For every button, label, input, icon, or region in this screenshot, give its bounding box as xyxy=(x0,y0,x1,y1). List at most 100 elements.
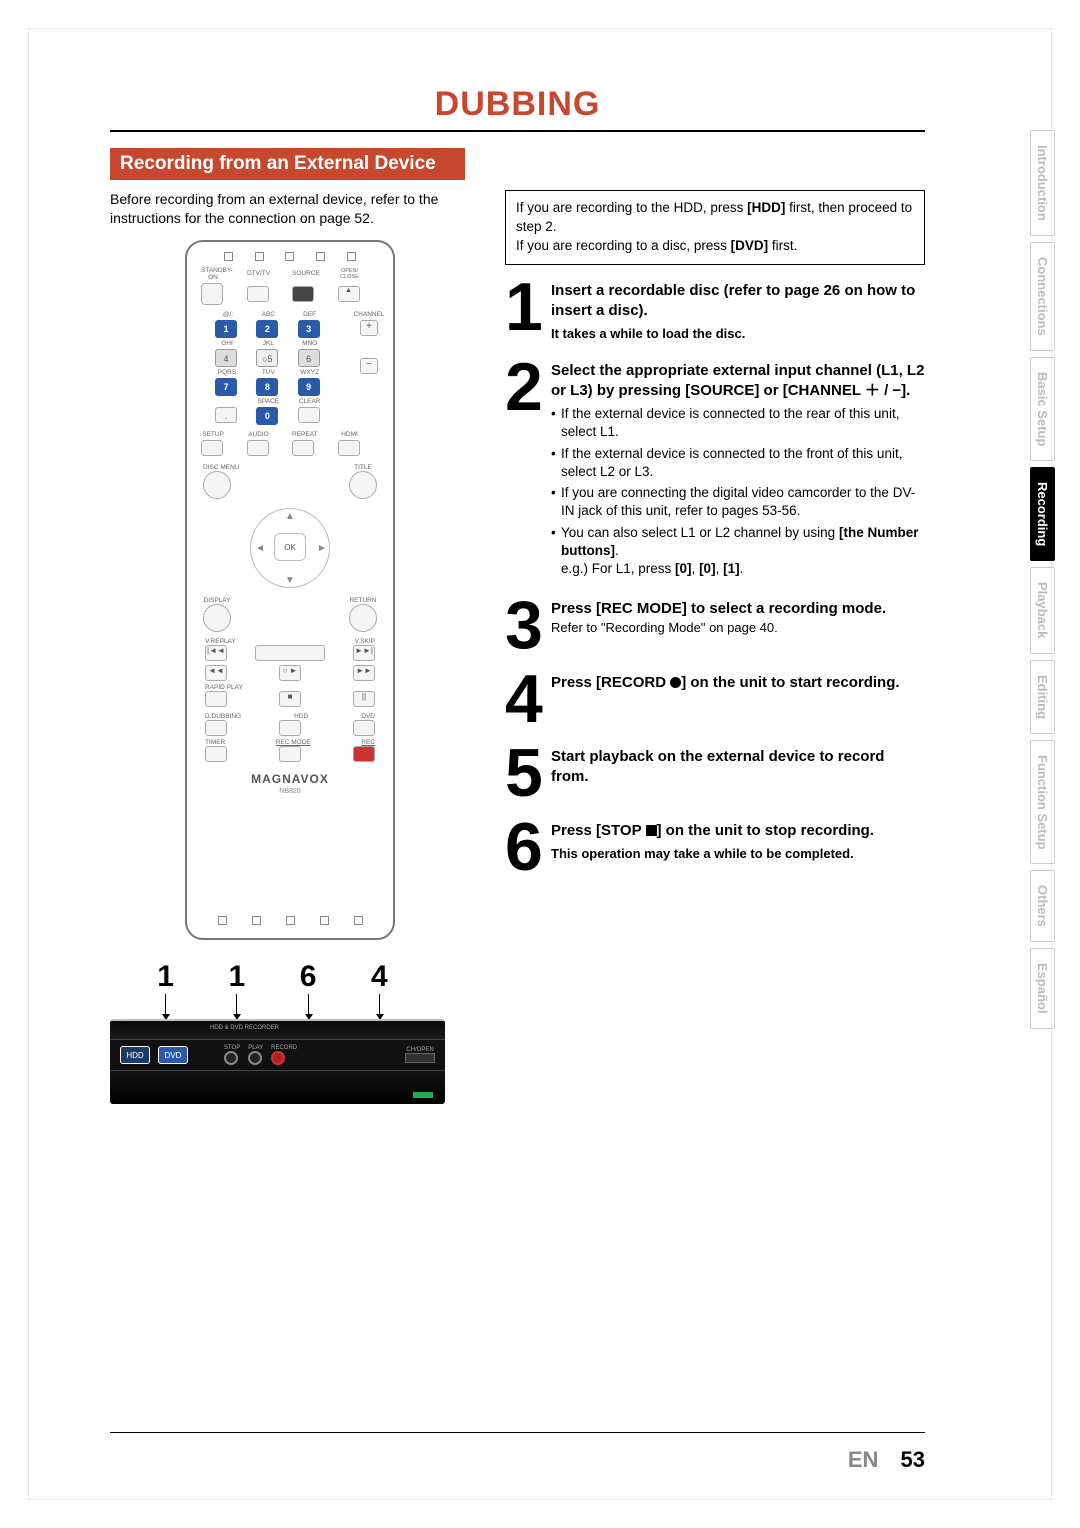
btn-blank xyxy=(255,645,325,661)
step-3: 3 Press [REC MODE] to select a recording… xyxy=(505,597,925,655)
btn-return xyxy=(349,604,377,632)
btn-2: 2 xyxy=(256,320,278,338)
step-head: Press [STOP ] on the unit to stop record… xyxy=(551,821,874,841)
btn-ff: ►► xyxy=(353,665,375,681)
btn-stop: ■ xyxy=(279,691,301,707)
footer-page: 53 xyxy=(901,1447,925,1472)
callout-num: 1 xyxy=(157,960,174,994)
lbl-source: SOURCE xyxy=(292,270,316,277)
btn-5: ○5 xyxy=(256,349,278,367)
btn-pause: || xyxy=(353,691,375,707)
step-sub: It takes a while to load the disc. xyxy=(551,325,925,343)
btn-dot: . xyxy=(215,407,237,423)
lbl-channel: CHANNEL xyxy=(353,311,385,318)
callout-num: 4 xyxy=(371,960,388,994)
btn-discmenu xyxy=(203,471,231,499)
bullet: If you are connecting the digital video … xyxy=(551,484,925,520)
step-head: Start playback on the external device to… xyxy=(551,747,925,788)
btn-prev: |◄◄ xyxy=(205,645,227,661)
btn-title xyxy=(349,471,377,499)
btn-dvd xyxy=(353,720,375,736)
step-number: 6 xyxy=(505,819,551,877)
step-head: Press [REC MODE] to select a recording m… xyxy=(551,599,886,619)
tab-playback: Playback xyxy=(1030,567,1055,653)
note-box: If you are recording to the HDD, press [… xyxy=(505,190,925,265)
device-led xyxy=(413,1092,433,1098)
device-dvd-badge: DVD xyxy=(158,1046,188,1064)
bullet: If the external device is connected to t… xyxy=(551,445,925,481)
device-play xyxy=(248,1051,262,1065)
btn-open: ▲ xyxy=(338,286,360,302)
screw-dot xyxy=(347,252,356,261)
tab-connections: Connections xyxy=(1030,242,1055,351)
step-ref: Refer to "Recording Mode" on page 40. xyxy=(551,619,886,637)
btn-ok: OK xyxy=(274,533,306,561)
step-number: 4 xyxy=(505,671,551,729)
btn-rew: ◄◄ xyxy=(205,665,227,681)
page-title: DUBBING xyxy=(110,85,925,124)
tab-introduction: Introduction xyxy=(1030,130,1055,236)
btn-repeat xyxy=(292,440,314,456)
step-number: 3 xyxy=(505,597,551,655)
tab-recording: Recording xyxy=(1030,467,1055,561)
btn-7: 7 xyxy=(215,378,237,396)
btn-1: 1 xyxy=(215,320,237,338)
step-number: 1 xyxy=(505,279,551,343)
side-tabs: Introduction Connections Basic Setup Record… xyxy=(1030,130,1060,1035)
intro-text: Before recording from an external device… xyxy=(110,190,460,228)
btn-play: ○ ► xyxy=(279,665,301,681)
step-5: 5 Start playback on the external device … xyxy=(505,745,925,803)
screw-dot xyxy=(255,252,264,261)
footer-lang: EN xyxy=(848,1447,879,1472)
screw-dot xyxy=(316,252,325,261)
remote-model: NB820 xyxy=(195,788,385,795)
tab-español: Español xyxy=(1030,948,1055,1029)
tab-others: Others xyxy=(1030,870,1055,942)
title-rule xyxy=(110,130,925,132)
screw-dot xyxy=(285,252,294,261)
btn-3: 3 xyxy=(298,320,320,338)
btn-dtv xyxy=(247,286,269,302)
bullet: You can also select L1 or L2 channel by … xyxy=(551,524,925,579)
btn-source xyxy=(292,286,314,302)
tab-function-setup: Function Setup xyxy=(1030,740,1055,865)
btn-display xyxy=(203,604,231,632)
btn-setup xyxy=(201,440,223,456)
step-6: 6 Press [STOP ] on the unit to stop reco… xyxy=(505,819,925,877)
step-sub: This operation may take a while to be co… xyxy=(551,845,874,863)
device-illustration: 1 1 6 4 HDD & DVD RECORDER HDD DVD STOP … xyxy=(110,960,445,1104)
step-1: 1 Insert a recordable disc (refer to pag… xyxy=(505,279,925,343)
btn-standby xyxy=(201,283,223,305)
btn-clear xyxy=(298,407,320,423)
stop-icon xyxy=(646,825,657,836)
btn-chminus: − xyxy=(360,358,378,374)
btn-chplus: + xyxy=(360,320,378,336)
record-icon xyxy=(670,677,681,688)
step-head: Press [RECORD ] on the unit to start rec… xyxy=(551,673,900,693)
btn-hdd xyxy=(279,720,301,736)
btn-rapid xyxy=(205,691,227,707)
remote-brand: MAGNAVOX xyxy=(195,772,385,786)
device-chopen xyxy=(405,1053,435,1063)
btn-6: 6 xyxy=(298,349,320,367)
btn-next: ►►| xyxy=(353,645,375,661)
bullet: If the external device is connected to t… xyxy=(551,405,925,441)
btn-timer xyxy=(205,746,227,762)
btn-4: 4 xyxy=(215,349,237,367)
callout-num: 6 xyxy=(300,960,317,994)
btn-8: 8 xyxy=(256,378,278,396)
section-header: Recording from an External Device xyxy=(110,148,465,180)
device-stop xyxy=(224,1051,238,1065)
btn-dubbing xyxy=(205,720,227,736)
page-footer: EN 53 xyxy=(848,1447,925,1473)
dpad: OK ▲ ▼ ◄ ► xyxy=(235,503,345,593)
screw-dot xyxy=(224,252,233,261)
lbl-dtv: DTV/TV xyxy=(247,270,271,277)
step-head: Select the appropriate external input ch… xyxy=(551,361,925,402)
btn-0: 0 xyxy=(256,407,278,425)
btn-audio xyxy=(247,440,269,456)
step-number: 2 xyxy=(505,359,551,581)
tab-basic-setup: Basic Setup xyxy=(1030,357,1055,461)
lbl-standby: STANDBY-ON xyxy=(201,267,225,281)
remote-illustration: STANDBY-ON DTV/TV SOURCE OPEN/ CLOSE ▲ .… xyxy=(185,240,395,940)
